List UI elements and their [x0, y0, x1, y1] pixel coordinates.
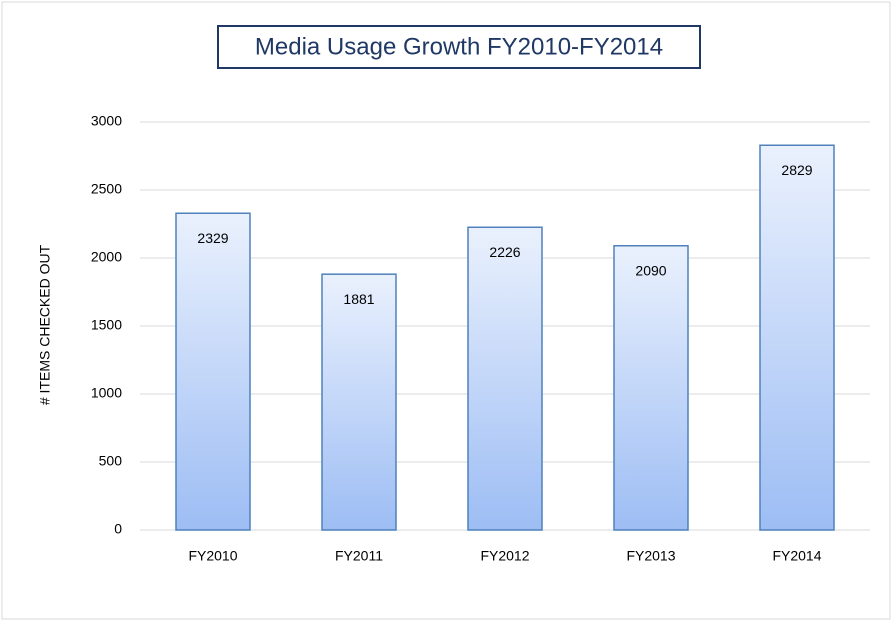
y-tick-label: 2500: [91, 181, 122, 197]
data-label: 2090: [635, 262, 666, 278]
y-tick-label: 1500: [91, 317, 122, 333]
data-label: 2329: [197, 230, 228, 246]
bar: [613, 245, 689, 531]
x-tick-label: FY2014: [772, 548, 821, 564]
x-tick-label: FY2013: [626, 548, 675, 564]
bar: [467, 226, 543, 531]
y-tick-label: 3000: [91, 113, 122, 129]
x-tick-label: FY2010: [188, 548, 237, 564]
data-label: 2226: [489, 244, 520, 260]
y-axis-label: # ITEMS CHECKED OUT: [37, 244, 53, 405]
title-box: [217, 25, 701, 69]
data-label: 1881: [343, 291, 374, 307]
bar: [175, 212, 251, 531]
y-tick-label: 1000: [91, 385, 122, 401]
data-label: 2829: [781, 162, 812, 178]
y-tick-label: 2000: [91, 249, 122, 265]
bar: [321, 273, 397, 531]
y-tick-label: 500: [99, 453, 123, 469]
chart-title: Media Usage Growth FY2010-FY2014: [255, 33, 663, 60]
y-tick-label: 0: [114, 521, 122, 537]
bar: [759, 144, 835, 531]
x-tick-label: FY2012: [480, 548, 529, 564]
x-tick-label: FY2011: [335, 548, 383, 564]
